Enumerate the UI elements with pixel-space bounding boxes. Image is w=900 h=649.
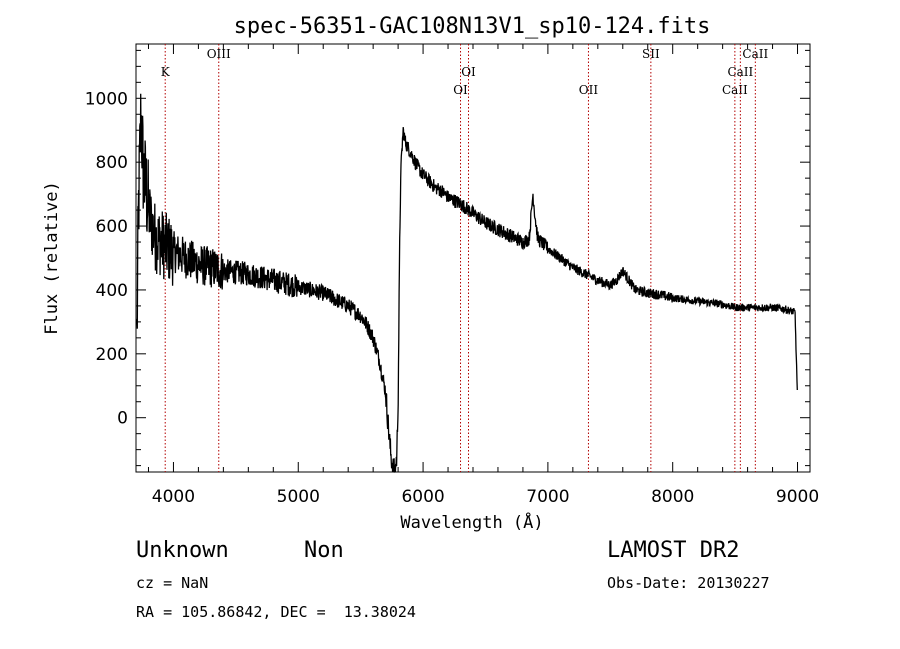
coordinates-text: RA = 105.86842, DEC = 13.38024 xyxy=(136,603,416,621)
subclass-text: Non xyxy=(304,538,344,563)
spectral-line-label-1: OIII xyxy=(207,47,231,61)
spectrum-line xyxy=(136,93,798,473)
spectral-line-label-5: SII xyxy=(642,47,660,61)
spectral-line-label-0: K xyxy=(161,65,171,79)
x-tick-label-3: 7000 xyxy=(526,487,569,507)
spectral-line-label-6: CaII xyxy=(722,83,748,97)
obs-date-text: Obs-Date: 20130227 xyxy=(607,574,770,592)
y-tick-label-1: 200 xyxy=(96,345,128,365)
y-axis-label: Flux (relative) xyxy=(42,181,62,335)
survey-text: LAMOST DR2 xyxy=(607,538,740,563)
axis-ticks: 4000 5000 6000 7000 8000 9000 0 200 400 600 800 100… xyxy=(85,44,819,507)
y-tick-label-5: 1000 xyxy=(85,89,128,109)
classification-text: Unknown xyxy=(136,538,229,563)
x-tick-label-0: 4000 xyxy=(152,487,195,507)
spectral-line-label-8: CaII xyxy=(742,47,768,61)
spectrum-chart: spec-56351-GAC108N13V1_sp10-124.fits K OI… xyxy=(42,14,819,533)
x-tick-label-4: 8000 xyxy=(651,487,694,507)
y-tick-label-4: 800 xyxy=(96,153,128,173)
x-axis-label: Wavelength (Å) xyxy=(400,511,543,533)
x-tick-label-5: 9000 xyxy=(776,487,819,507)
y-tick-label-3: 600 xyxy=(96,217,128,237)
spectral-line-markers: K OIII OI OI OII SII CaII CaII CaII xyxy=(161,44,768,472)
chart-title: spec-56351-GAC108N13V1_sp10-124.fits xyxy=(234,14,711,39)
y-tick-label-2: 400 xyxy=(96,281,128,301)
spectral-line-label-2: OI xyxy=(453,83,468,97)
redshift-text: cz = NaN xyxy=(136,574,209,592)
y-tick-label-0: 0 xyxy=(117,409,128,429)
plot-frame xyxy=(135,43,811,473)
spectral-line-label-4: OII xyxy=(579,83,599,97)
x-tick-label-1: 5000 xyxy=(277,487,320,507)
spectral-line-label-3: OI xyxy=(461,65,476,79)
x-tick-label-2: 6000 xyxy=(401,487,444,507)
spectral-line-label-7: CaII xyxy=(727,65,753,79)
